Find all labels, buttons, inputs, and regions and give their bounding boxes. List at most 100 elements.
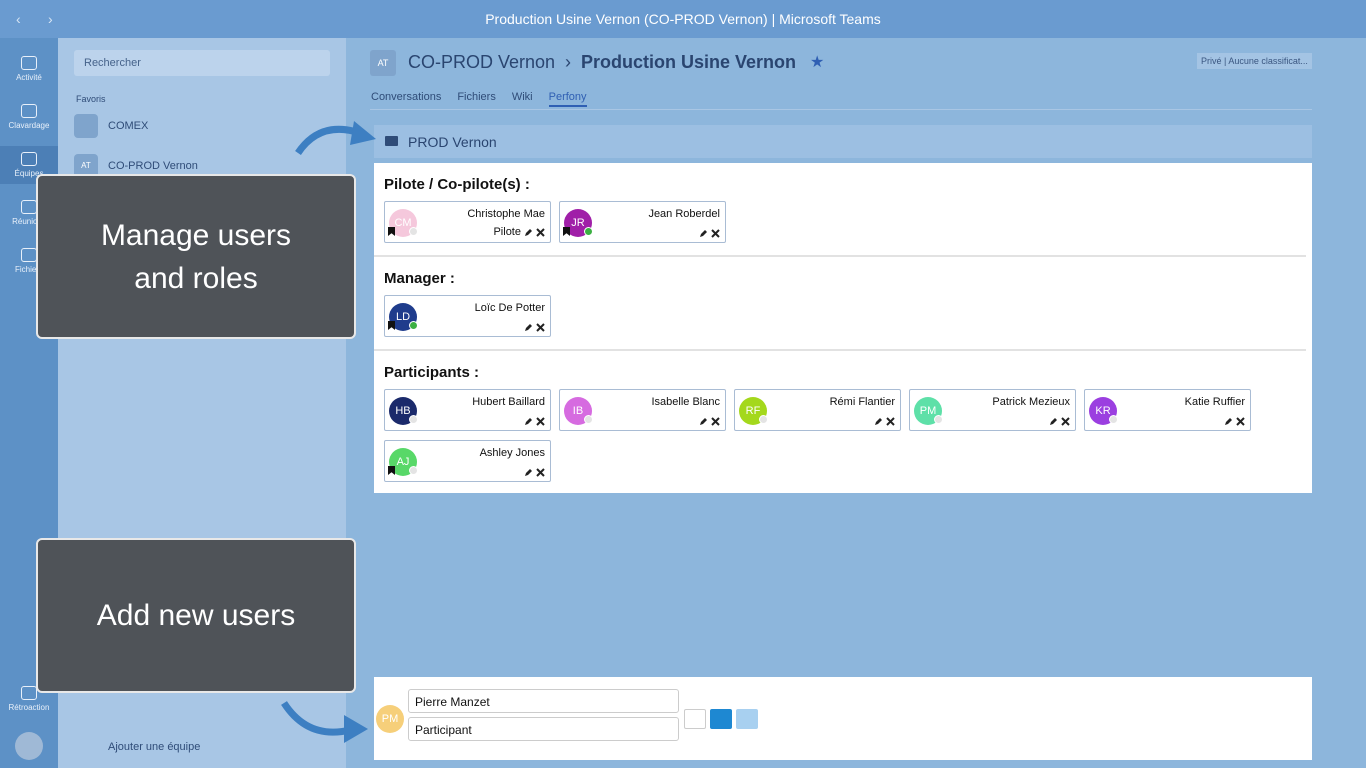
remove-icon[interactable] (711, 229, 720, 238)
rail-label: Réunions (12, 217, 46, 226)
member-name: Katie Ruffier (1184, 396, 1245, 408)
member-name: Loïc De Potter (474, 302, 545, 314)
remove-icon[interactable] (536, 227, 545, 237)
remove-icon[interactable] (1236, 417, 1245, 426)
section: Manager : LD Loïc De Potter (374, 257, 1312, 349)
edit-icon[interactable] (699, 229, 708, 238)
member-actions (1224, 417, 1245, 426)
member-card: IB Isabelle Blanc (559, 389, 726, 431)
member-card: HB Hubert Baillard (384, 389, 551, 431)
member-name: Isabelle Blanc (651, 396, 721, 408)
member-name: Hubert Baillard (472, 396, 545, 408)
status-dot (409, 227, 418, 236)
callout: Manage users and roles (36, 174, 356, 339)
section-title: Pilote / Co-pilote(s) : (384, 176, 530, 193)
remove-icon[interactable] (886, 417, 895, 426)
role-value: Participant (415, 723, 472, 737)
rail-item[interactable]: Clavardage (0, 104, 58, 130)
name-input[interactable]: Pierre Manzet (408, 689, 679, 713)
rail-label: Activité (16, 73, 42, 82)
forward-button[interactable]: › (48, 11, 53, 27)
divider (374, 255, 1306, 257)
rail-icon (21, 152, 37, 166)
member-name: Ashley Jones (479, 447, 545, 459)
rail-label: Équipes (14, 169, 44, 178)
edit-icon[interactable] (1049, 417, 1058, 426)
rail-icon (21, 686, 37, 700)
member-avatar: RF (739, 397, 767, 425)
window-title: Production Usine Vernon (CO-PROD Vernon)… (485, 11, 881, 27)
role-select[interactable]: Participant (408, 717, 679, 741)
status-dot (584, 415, 593, 424)
remove-icon[interactable] (536, 468, 545, 477)
classification-badge: Privé | Aucune classificat... (1197, 53, 1312, 69)
member-actions (699, 229, 720, 238)
member-card: JR Jean Roberdel (559, 201, 726, 243)
title-bar: Production Usine Vernon (CO-PROD Vernon)… (0, 0, 1366, 38)
status-dot (759, 415, 768, 424)
role-flag (388, 321, 395, 330)
member-actions (524, 417, 545, 426)
team-avatar: AT (370, 50, 396, 76)
team-name: CO-PROD Vernon (108, 160, 198, 172)
rail-item[interactable]: Rétroaction (0, 686, 58, 712)
remove-icon[interactable] (536, 417, 545, 426)
favorite-star[interactable]: ★ (810, 54, 825, 71)
cancel-button[interactable] (684, 709, 706, 729)
member-card: KR Katie Ruffier (1084, 389, 1251, 431)
status-dot (934, 415, 943, 424)
member-card: AJ Ashley Jones (384, 440, 551, 482)
edit-icon[interactable] (524, 323, 533, 332)
add-team[interactable]: Ajouter une équipe (108, 741, 201, 753)
team-item[interactable]: COMEX (74, 114, 334, 154)
edit-icon[interactable] (699, 417, 708, 426)
member-name: Jean Roberdel (648, 208, 720, 220)
role-flag (388, 466, 395, 475)
main: AT CO-PROD Vernon › Production Usine Ver… (346, 38, 1366, 768)
team-avatar (74, 114, 98, 138)
member-list: HB Hubert Baillard IB Isabelle Blanc RF Rémi … (384, 389, 1302, 494)
role-flag (563, 227, 570, 236)
tab[interactable]: Fichiers (457, 91, 496, 103)
edit-icon[interactable] (1224, 417, 1233, 426)
member-actions (524, 323, 545, 332)
channel-name: Production Usine Vernon (581, 52, 797, 72)
member-card: PM Patrick Mezieux (909, 389, 1076, 431)
search-box[interactable]: Rechercher (74, 50, 330, 76)
section-title: Participants : (384, 364, 480, 381)
profile-avatar[interactable] (15, 732, 43, 760)
tab[interactable]: Wiki (511, 91, 533, 103)
tab[interactable]: Perfony (548, 91, 587, 107)
edit-icon[interactable] (524, 417, 533, 426)
member-actions (1049, 417, 1070, 426)
member-card: LD Loïc De Potter (384, 295, 551, 337)
rail-item[interactable]: Activité (0, 56, 58, 82)
member-card: RF Rémi Flantier (734, 389, 901, 431)
member-list: LD Loïc De Potter (384, 295, 1302, 349)
name-value: Pierre Manzet (415, 695, 490, 709)
members-card: Pilote / Co-pilote(s) : CM Christophe Mae P… (374, 163, 1312, 493)
member-list: CM Christophe Mae Pilote JR Jean Roberdel (384, 201, 1302, 255)
tab[interactable]: Conversations (371, 91, 442, 103)
member-actions (524, 468, 545, 477)
remove-icon[interactable] (536, 323, 545, 332)
callout: Add new users (36, 538, 356, 693)
divider (374, 349, 1306, 351)
remove-icon[interactable] (711, 417, 720, 426)
rail-icon (21, 104, 37, 118)
edit-icon[interactable] (524, 468, 533, 477)
remove-icon[interactable] (1061, 417, 1070, 426)
member-actions: Pilote (493, 226, 545, 238)
arrow (295, 121, 376, 156)
folder-icon (385, 136, 398, 146)
edit-icon[interactable] (874, 417, 883, 426)
confirm-button[interactable] (710, 709, 732, 729)
team-name: CO-PROD Vernon (408, 52, 556, 72)
add-user-button[interactable] (736, 709, 758, 729)
callout-text: Add new users (96, 599, 296, 632)
edit-icon[interactable] (524, 228, 533, 237)
member-actions (874, 417, 895, 426)
back-button[interactable]: ‹ (16, 11, 21, 27)
rail-label: Rétroaction (8, 703, 50, 712)
